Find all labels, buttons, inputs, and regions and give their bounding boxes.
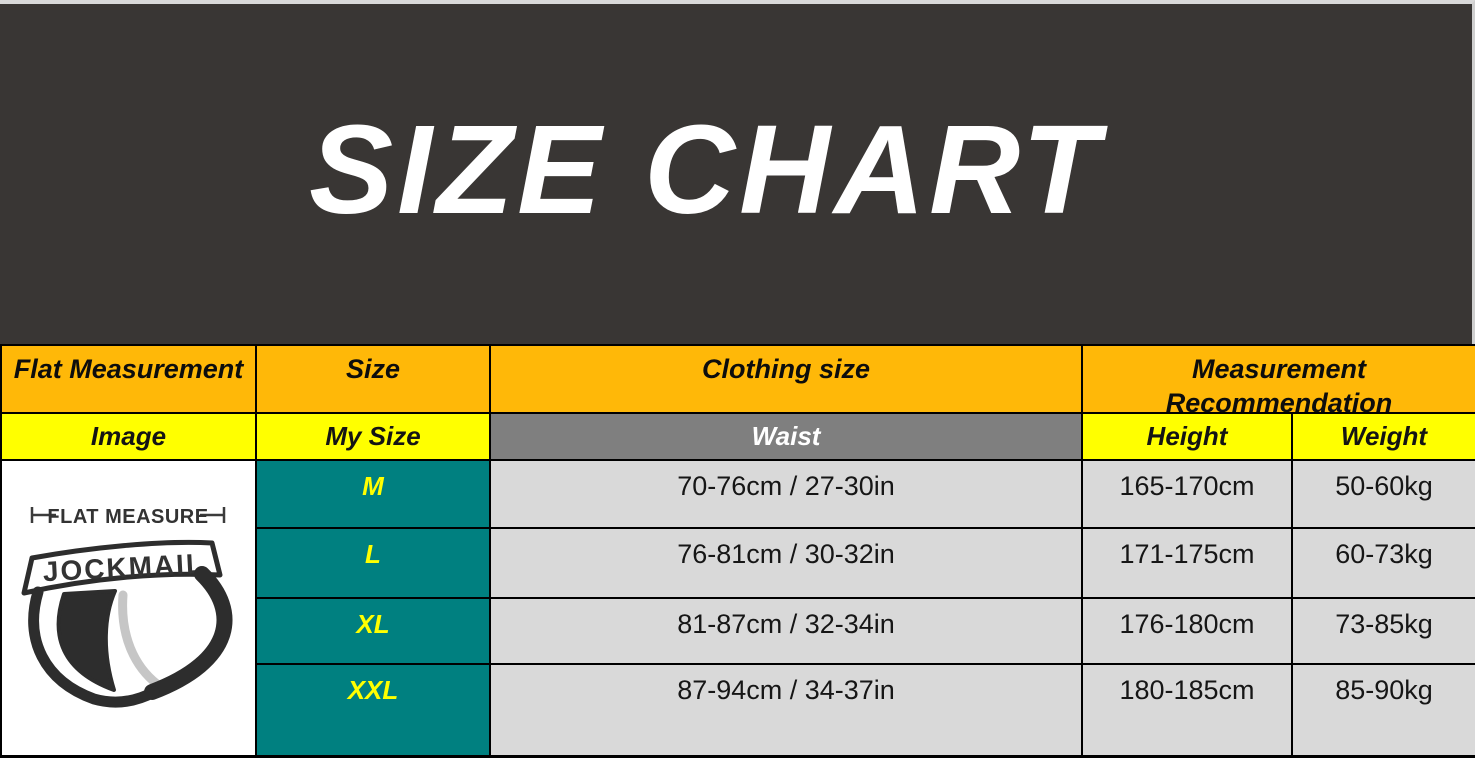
measure-line-icon (30, 507, 226, 523)
height-value-xxl: 180-185cm (1083, 665, 1291, 755)
right-strap (144, 566, 233, 700)
waist-value-xl: 81-87cm / 32-34in (491, 599, 1081, 663)
size-label-l: L (257, 529, 489, 597)
size-label-xl: XL (257, 599, 489, 663)
waist-value-m: 70-76cm / 27-30in (491, 461, 1081, 527)
weight-value-xxl: 85-90kg (1293, 665, 1475, 755)
height-value-m: 165-170cm (1083, 461, 1291, 527)
subheader-my-size: My Size (257, 414, 489, 459)
col-header-clothing-size: Clothing size (491, 346, 1081, 412)
size-label-xxl: XXL (257, 665, 489, 755)
jockstrap-flat-measure-illustration: FLAT MEASURE JOCKMAIL (21, 506, 233, 708)
col-header-measurement-recommendation: Measurement Recommendation (1083, 346, 1475, 418)
subheader-image: Image (2, 414, 255, 459)
size-label-m: M (257, 461, 489, 527)
product-image-cell: FLAT MEASURE JOCKMAIL (2, 461, 255, 755)
weight-value-xl: 73-85kg (1293, 599, 1475, 663)
page-title: SIZE CHART (309, 98, 1103, 240)
left-strap (28, 586, 160, 708)
size-table: Flat Measurement Size Clothing size Meas… (0, 344, 1475, 758)
weight-value-m: 50-60kg (1293, 461, 1475, 527)
flat-measure-caption: FLAT MEASURE (47, 506, 208, 528)
pouch-shape (56, 589, 117, 692)
waist-value-xxl: 87-94cm / 34-37in (491, 665, 1081, 755)
waist-value-l: 76-81cm / 30-32in (491, 529, 1081, 597)
title-banner: SIZE CHART (0, 0, 1475, 344)
col-header-flat-measurement: Flat Measurement (2, 346, 255, 412)
waistband-shape (21, 539, 223, 596)
height-value-xl: 176-180cm (1083, 599, 1291, 663)
col-header-size: Size (257, 346, 489, 412)
weight-value-l: 60-73kg (1293, 529, 1475, 597)
subheader-height: Height (1083, 414, 1291, 459)
pouch-fold-highlight (118, 590, 162, 689)
subheader-weight: Weight (1293, 414, 1475, 459)
height-value-l: 171-175cm (1083, 529, 1291, 597)
subheader-waist: Waist (491, 414, 1081, 459)
